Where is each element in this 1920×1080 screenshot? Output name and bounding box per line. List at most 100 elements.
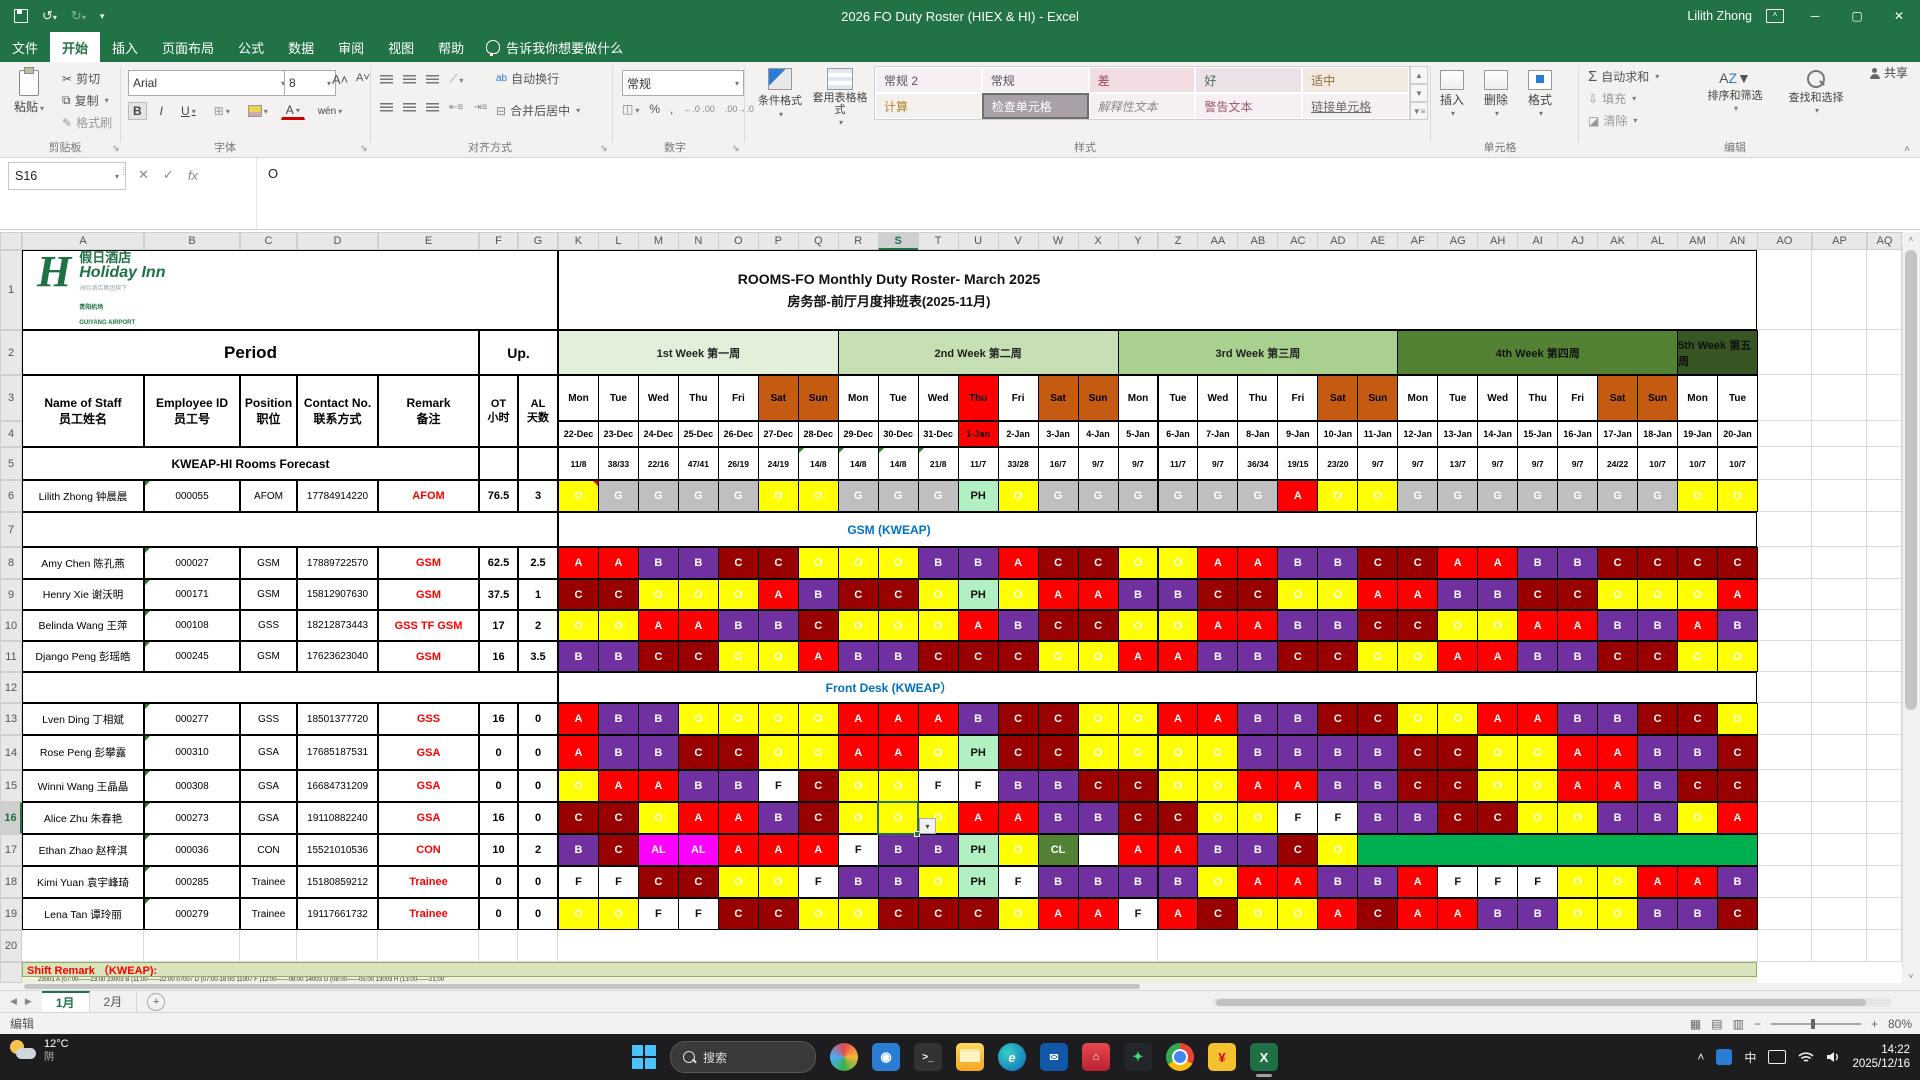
roster-cell[interactable]: O: [797, 703, 839, 735]
day-header-cell[interactable]: Sat: [1317, 375, 1359, 421]
al-cell[interactable]: 2.5: [518, 547, 558, 579]
empty-cell[interactable]: [22, 930, 144, 962]
roster-cell[interactable]: F: [797, 866, 839, 898]
roster-cell[interactable]: O: [997, 480, 1039, 512]
sheet-tab-2月[interactable]: 2月: [90, 991, 138, 1012]
brush-app-icon[interactable]: [830, 1043, 858, 1071]
roster-cell[interactable]: B: [1677, 735, 1719, 770]
roster-cell[interactable]: A: [1037, 579, 1079, 610]
roster-cell[interactable]: B: [597, 735, 639, 770]
col-header-AH[interactable]: AH: [1477, 232, 1519, 250]
roster-cell[interactable]: A: [1557, 735, 1599, 770]
section-left-cell[interactable]: [22, 672, 558, 703]
roster-cell[interactable]: O: [1077, 703, 1119, 735]
staff-name-cell[interactable]: Kimi Yuan 袁宇峰琦: [22, 866, 144, 898]
roster-cell[interactable]: O: [997, 579, 1039, 610]
roster-cell[interactable]: C: [1557, 579, 1599, 610]
roster-cell[interactable]: C: [1277, 834, 1319, 866]
col-header-AF[interactable]: AF: [1397, 232, 1439, 250]
ribbon-tab-帮助[interactable]: 帮助: [438, 40, 465, 56]
ot-cell[interactable]: 62.5: [479, 547, 518, 579]
roster-cell[interactable]: O: [1317, 834, 1359, 866]
roster-cell[interactable]: A: [677, 610, 719, 641]
roster-cell[interactable]: O: [1357, 641, 1399, 672]
empty-cell[interactable]: [1197, 930, 1239, 962]
roster-cell[interactable]: A: [637, 610, 679, 641]
empty-cell[interactable]: [1867, 898, 1902, 930]
roster-cell[interactable]: O: [877, 770, 919, 802]
ot-cell[interactable]: 0: [479, 898, 518, 930]
roster-cell[interactable]: F: [1277, 802, 1319, 834]
roster-cell[interactable]: C: [597, 579, 639, 610]
day-header-cell[interactable]: Sun: [1357, 375, 1399, 421]
cell-style-差[interactable]: 差: [1088, 67, 1196, 93]
cell-style-警告文本[interactable]: 警告文本: [1195, 93, 1303, 119]
employee-id-cell[interactable]: 000279: [144, 898, 240, 930]
ot-cell[interactable]: 10: [479, 834, 518, 866]
roster-cell[interactable]: O: [1237, 898, 1279, 930]
empty-cell[interactable]: [1867, 250, 1902, 330]
restore-button[interactable]: ▢: [1851, 9, 1863, 23]
excel-icon[interactable]: X: [1250, 1043, 1278, 1077]
employee-id-cell[interactable]: 000055: [144, 480, 240, 512]
roster-cell[interactable]: B: [1317, 547, 1359, 579]
row-header-6[interactable]: 6: [0, 480, 22, 512]
roster-cell[interactable]: C: [797, 610, 839, 641]
roster-cell[interactable]: C: [558, 579, 599, 610]
contact-cell[interactable]: 17623623040: [297, 641, 378, 672]
roster-cell[interactable]: O: [1317, 480, 1359, 512]
empty-cell[interactable]: [1812, 512, 1867, 547]
date-cell[interactable]: 18-Jan: [1637, 421, 1679, 447]
roster-cell[interactable]: O: [917, 735, 959, 770]
stock-app-icon[interactable]: ¥: [1208, 1043, 1236, 1071]
employee-id-cell[interactable]: 000036: [144, 834, 240, 866]
ot-cell[interactable]: 0: [479, 866, 518, 898]
roster-cell[interactable]: O: [917, 579, 959, 610]
roster-cell[interactable]: O: [1397, 641, 1439, 672]
roster-cell[interactable]: O: [558, 610, 599, 641]
roster-cell[interactable]: O: [1397, 703, 1439, 735]
empty-cell[interactable]: [1757, 930, 1812, 962]
remark-cell[interactable]: GSS: [378, 703, 479, 735]
col-header-T[interactable]: T: [917, 232, 959, 250]
zoom-level[interactable]: 80%: [1887, 1016, 1912, 1031]
date-cell[interactable]: 26-Dec: [717, 421, 759, 447]
roster-cell[interactable]: B: [1197, 834, 1239, 866]
forecast-cell[interactable]: 9/7: [1557, 447, 1599, 480]
cell-style-适中[interactable]: 适中: [1302, 67, 1409, 93]
remark-cell[interactable]: CON: [378, 834, 479, 866]
roster-cell[interactable]: B: [1037, 802, 1079, 834]
number-format-combo[interactable]: 常规 ▾: [622, 70, 744, 96]
roster-cell[interactable]: A: [558, 703, 599, 735]
roster-cell[interactable]: G: [1397, 480, 1439, 512]
roster-cell[interactable]: O: [1197, 866, 1239, 898]
roster-cell[interactable]: O: [837, 547, 879, 579]
formula-input[interactable]: O: [268, 166, 279, 181]
underline-button[interactable]: U ▾: [181, 104, 196, 118]
ime-indicator[interactable]: 中: [1744, 1050, 1757, 1065]
staff-name-cell[interactable]: Lven Ding 丁相斌: [22, 703, 144, 735]
date-cell[interactable]: 6-Jan: [1157, 421, 1199, 447]
roster-cell[interactable]: O: [757, 866, 799, 898]
col-header-AJ[interactable]: AJ: [1557, 232, 1599, 250]
roster-cell[interactable]: C: [1077, 770, 1119, 802]
roster-cell[interactable]: B: [1277, 703, 1319, 735]
roster-cell[interactable]: C: [637, 641, 679, 672]
roster-cell[interactable]: B: [1517, 547, 1559, 579]
roster-cell[interactable]: C: [637, 866, 679, 898]
roster-cell[interactable]: A: [757, 579, 799, 610]
empty-cell[interactable]: [1867, 610, 1902, 641]
validation-dropdown-button[interactable]: ▾: [919, 818, 936, 834]
roster-cell[interactable]: B: [637, 547, 679, 579]
forecast-cell[interactable]: 22/16: [637, 447, 679, 480]
empty-cell[interactable]: [1757, 547, 1812, 579]
col-header-U[interactable]: U: [957, 232, 999, 250]
roster-cell[interactable]: B: [757, 802, 799, 834]
roster-cell[interactable]: A: [1197, 703, 1239, 735]
date-cell[interactable]: 10-Jan: [1317, 421, 1359, 447]
roster-cell[interactable]: O: [1637, 579, 1679, 610]
roster-cell[interactable]: C: [597, 802, 639, 834]
decrease-indent-icon[interactable]: ⇤≡: [449, 102, 464, 113]
contact-cell[interactable]: 17784914220: [297, 480, 378, 512]
roster-cell[interactable]: O: [1557, 802, 1599, 834]
